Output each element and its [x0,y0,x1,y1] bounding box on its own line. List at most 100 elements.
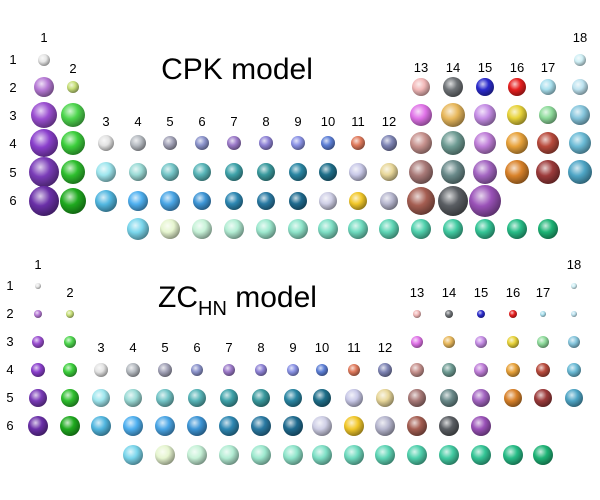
zc-title-rest: model [227,281,317,314]
cpk-sphere-ho [443,219,463,239]
zc-sphere-hf [123,416,143,436]
cpk-sphere-cu [351,136,365,150]
zc-sphere-zn [378,363,392,377]
cpk-sphere-ag [349,163,367,181]
cpk-sphere-al [410,104,432,126]
zc-sphere-te [504,389,522,407]
cpk-sphere-tm [507,219,527,239]
zc-group-label: 18 [567,257,581,272]
cpk-period-label: 6 [9,193,16,208]
cpk-period-label: 1 [9,52,16,67]
cpk-sphere-na [31,102,57,128]
zc-group-label: 13 [410,285,424,300]
cpk-sphere-pr [192,219,212,239]
zc-sphere-lu [91,416,111,436]
zc-sphere-si [443,336,455,348]
zc-title-subscript: HN [198,298,227,320]
zc-sphere-be [66,310,74,318]
zc-sphere-cd [376,389,394,407]
zc-sphere-nd [219,445,239,465]
zc-period-label: 1 [6,278,13,293]
zc-sphere-pb [439,416,459,436]
zc-group-label: 8 [257,340,264,355]
zc-sphere-fe [255,364,267,376]
cpk-sphere-in [409,160,433,184]
zc-sphere-f [540,311,546,317]
cpk-sphere-co [291,136,305,150]
zc-sphere-w [187,416,207,436]
zc-sphere-dy [407,445,427,465]
cpk-sphere-eu [318,219,338,239]
zc-group-label: 1 [34,257,41,272]
cpk-sphere-er [475,219,495,239]
cpk-sphere-lu [95,190,117,212]
zc-sphere-n [477,310,485,318]
zc-sphere-sb [472,389,490,407]
cpk-sphere-mg [61,103,85,127]
zc-sphere-al [411,336,423,348]
zc-sphere-br [536,363,550,377]
cpk-sphere-rb [29,157,59,187]
cpk-group-label: 1 [40,30,47,45]
cpk-sphere-ce [160,219,180,239]
zc-sphere-ni [316,364,328,376]
cpk-sphere-os [257,192,275,210]
zc-sphere-nb [156,389,174,407]
cpk-sphere-pm [256,219,276,239]
zc-sphere-sr [61,389,79,407]
zc-sphere-he [571,283,577,289]
zc-sphere-pd [313,389,331,407]
cpk-sphere-fe [259,136,273,150]
zc-sphere-cl [537,336,549,348]
zc-group-label: 15 [474,285,488,300]
cpk-period-labels: 1 2 3 4 5 6 [9,52,16,208]
cpk-group-labels: 1 2 3 4 5 6 7 8 9 10 11 12 13 14 15 16 1… [40,30,587,129]
zc-sphere-s [507,336,519,348]
zc-sphere-ho [439,445,459,465]
zc-sphere-rb [29,389,47,407]
cpk-sphere-zr [129,163,147,181]
zc-group-label: 11 [347,340,361,355]
cpk-sphere-nb [161,163,179,181]
cpk-group-label: 14 [446,60,460,75]
zc-sphere-kr [567,363,581,377]
zc-sphere-zr [124,389,142,407]
zc-group-label: 9 [289,340,296,355]
zc-sphere-ba [60,416,80,436]
cpk-group-label: 9 [294,114,301,129]
zc-sphere-p [475,336,487,348]
zc-sphere-rh [284,389,302,407]
zc-period-label: 3 [6,334,13,349]
zc-period-labels: 1 2 3 4 5 6 [6,278,13,433]
zc-sphere-k [31,363,45,377]
cpk-panel: CPK model 1 2 3 4 5 6 7 8 9 10 11 12 13 … [9,30,592,240]
cpk-period-label: 2 [9,80,16,95]
zc-sphere-sn [440,389,458,407]
cpk-sphere-ge [441,131,465,155]
zc-sphere-v [158,363,172,377]
cpk-group-label: 16 [510,60,524,75]
cpk-sphere-as [474,132,496,154]
cpk-sphere-mo [193,163,211,181]
cpk-sphere-hf [128,191,148,211]
zc-sphere-ne [571,311,577,317]
zc-sphere-y [92,389,110,407]
cpk-sphere-y [96,162,116,182]
zc-sphere-cu [348,364,360,376]
cpk-group-label: 5 [166,114,173,129]
cpk-sphere-cl [539,106,557,124]
cpk-group-label: 18 [573,30,587,45]
zc-sphere-mn [223,364,235,376]
cpk-spheres [29,54,592,240]
cpk-sphere-mn [227,136,241,150]
cpk-group-label: 12 [382,114,396,129]
zc-title: ZCHN model [158,281,317,320]
cpk-sphere-cs [29,186,59,216]
cpk-period-label: 4 [9,136,16,151]
cpk-group-label: 10 [321,114,335,129]
zc-sphere-ga [410,363,424,377]
cpk-sphere-dy [411,219,431,239]
cpk-sphere-tb [379,219,399,239]
cpk-sphere-kr [569,132,591,154]
